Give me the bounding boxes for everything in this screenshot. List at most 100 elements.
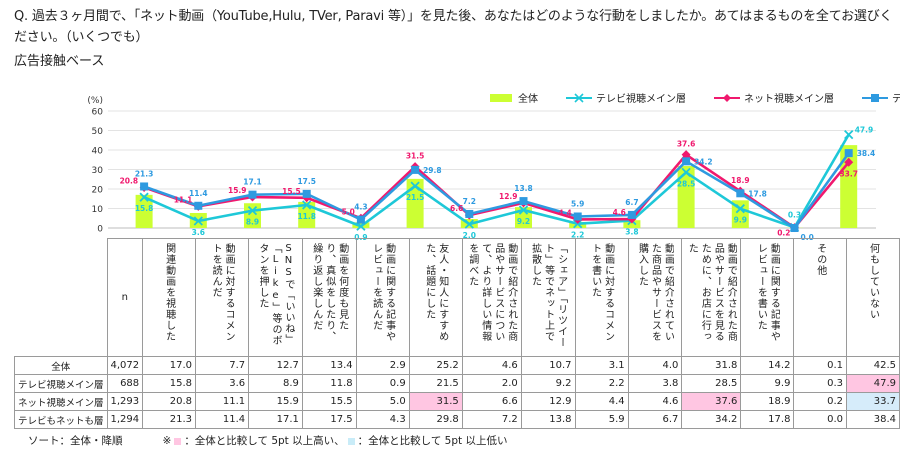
data-label: 2.0: [463, 231, 476, 240]
diamond-marker: [681, 150, 691, 160]
data-label: 5.0: [342, 207, 355, 216]
value-cell: 17.8: [740, 410, 795, 429]
column-header: SNSで「いいね」「Like」等のボタンを押した: [248, 238, 303, 357]
value-cell: 15.9: [248, 392, 303, 411]
value-cell: 15.8: [142, 374, 197, 393]
n-cell: 4,072: [106, 356, 144, 375]
footer: ソート：全体・降順 ※ ：全体と比較して 5pt 以上高い、 ：全体と比較して 5p…: [28, 433, 507, 448]
row-label: テレビもネットも層: [14, 410, 108, 429]
legend-label: ネット視聴メイン層: [744, 94, 834, 105]
column-header: 動画で紹介された商品やサービスについて、より詳しい情報を調べた: [461, 238, 522, 357]
data-label: 7.2: [463, 197, 476, 206]
bar: [406, 178, 424, 228]
square-marker: [790, 224, 799, 232]
n-cell: 688: [106, 374, 144, 393]
data-label: 0.9: [354, 233, 367, 240]
column-header: 動画に関する記事やレビューを読んだ: [355, 238, 410, 357]
value-cell: 10.7: [520, 356, 576, 375]
legend-label: テレビ視聴メイン層: [596, 94, 686, 105]
note-prefix: ※: [162, 435, 172, 447]
value-cell: 2.0: [461, 374, 522, 393]
data-label: 0.0: [801, 233, 814, 240]
column-header: 動画で紹介されていた商品やサービスを購入した: [627, 238, 683, 357]
value-cell: 12.9: [520, 392, 576, 411]
x-marker: [139, 192, 149, 202]
lines: [139, 129, 854, 233]
value-cell: 3.8: [627, 374, 683, 393]
value-cell: 29.8: [408, 410, 463, 429]
data-label: 15.9: [228, 186, 247, 195]
square-marker: [736, 189, 745, 198]
column-header: 動画を何度も見たり、真似をしたり、繰り返し楽しんだ: [301, 238, 357, 357]
row-label: テレビ視聴メイン層: [14, 374, 108, 393]
chart: 0 10 20 30 40 50 60 (%) 15.8 3.6 8.9 11.8 0.9 21.5 2.…: [87, 96, 876, 240]
data-label: 0.2: [777, 229, 790, 238]
data-label: 11.8: [297, 212, 316, 221]
n-cell: 1,294: [106, 410, 144, 429]
data-label: 21.3: [135, 169, 154, 178]
data-table: n 関連動画を視聴した 動画に対するコメントを読んだ SNSで「いいね」「Like」等…: [14, 238, 900, 429]
data-label: 17.8: [748, 189, 767, 198]
sort-note: ソート：全体・降順: [28, 435, 123, 447]
data-label: 37.6: [677, 140, 696, 149]
x-marker: [193, 216, 203, 226]
data-label: 4.3: [354, 203, 367, 212]
data-label: 11.1: [174, 195, 193, 204]
square-marker: [302, 189, 311, 198]
bar: [677, 165, 695, 228]
table-row: ネット視聴メイン層 1,293 20.8 11.1 15.9 15.5 5.0 31.5 6.6…: [14, 392, 900, 411]
value-cell: 5.9: [574, 410, 629, 429]
square-marker: [682, 157, 691, 166]
square-marker: [411, 165, 420, 174]
data-label: 15.8: [135, 204, 154, 213]
value-cell: 0.3: [793, 374, 847, 393]
y-tick-label: 30: [92, 166, 104, 176]
value-cell: 9.2: [520, 374, 576, 393]
square-marker: [627, 210, 636, 219]
value-cell: 11.8: [301, 374, 357, 393]
x-marker: [681, 167, 691, 178]
data-label: 34.2: [694, 157, 713, 166]
blue-swatch-icon: [347, 437, 355, 445]
column-header-label: SNSで「いいね」「Like」等のボタンを押した: [257, 243, 294, 346]
data-label: 13.8: [514, 184, 533, 193]
value-cell: 4.6: [627, 392, 683, 411]
high-note: ：全体と比較して 5pt 以上高い、: [184, 435, 345, 447]
data-label: 18.9: [731, 176, 750, 185]
bar: [623, 220, 641, 228]
highlight-note: ※ ：全体と比較して 5pt 以上高い、 ：全体と比較して 5pt 以上低い: [163, 433, 508, 448]
data-label: 47.9: [855, 126, 874, 135]
column-header-label: 動画に関する記事やレビューを読んだ: [370, 243, 395, 342]
square-marker: [519, 197, 528, 206]
value-cell: 42.5: [846, 356, 900, 375]
data-label: 6.6: [450, 204, 463, 213]
bar: [135, 194, 153, 228]
value-cell: 21.5: [408, 374, 463, 393]
value-cell: 17.1: [248, 410, 303, 429]
table-row: テレビ視聴メイン層 688 15.8 3.6 8.9 11.8 0.9 21.5 2.0 9.2 2…: [14, 374, 900, 393]
x-marker: [735, 204, 745, 214]
value-cell: 17.5: [301, 410, 357, 429]
data-label: 2.2: [571, 231, 584, 240]
data-label: 4.6: [613, 208, 626, 217]
value-cell: 4.4: [574, 392, 629, 411]
legend-label: 全体: [518, 94, 538, 105]
column-header-label: 動画で紹介された商品やサービスを見るために、お店に行った: [686, 243, 737, 342]
column-header: 友人・知人にすすめた、話題にした: [408, 238, 463, 357]
data-label: 9.9: [734, 216, 747, 225]
data-label: 12.9: [499, 192, 518, 201]
value-cell: 4.6: [461, 356, 522, 375]
value-cell: 7.7: [195, 356, 250, 375]
data-label: 28.5: [677, 179, 696, 188]
data-label: 17.5: [297, 177, 316, 186]
value-cell: 33.7: [846, 392, 900, 411]
value-cell: 7.2: [461, 410, 522, 429]
grid: [108, 110, 876, 229]
data-label: 11.4: [189, 189, 208, 198]
square-marker: [573, 212, 582, 221]
data-label: 3.6: [192, 228, 205, 237]
y-tick-label: 50: [92, 127, 104, 137]
value-cell: 2.2: [574, 374, 629, 393]
value-cell: 20.8: [142, 392, 197, 411]
value-cell: 21.3: [142, 410, 197, 429]
